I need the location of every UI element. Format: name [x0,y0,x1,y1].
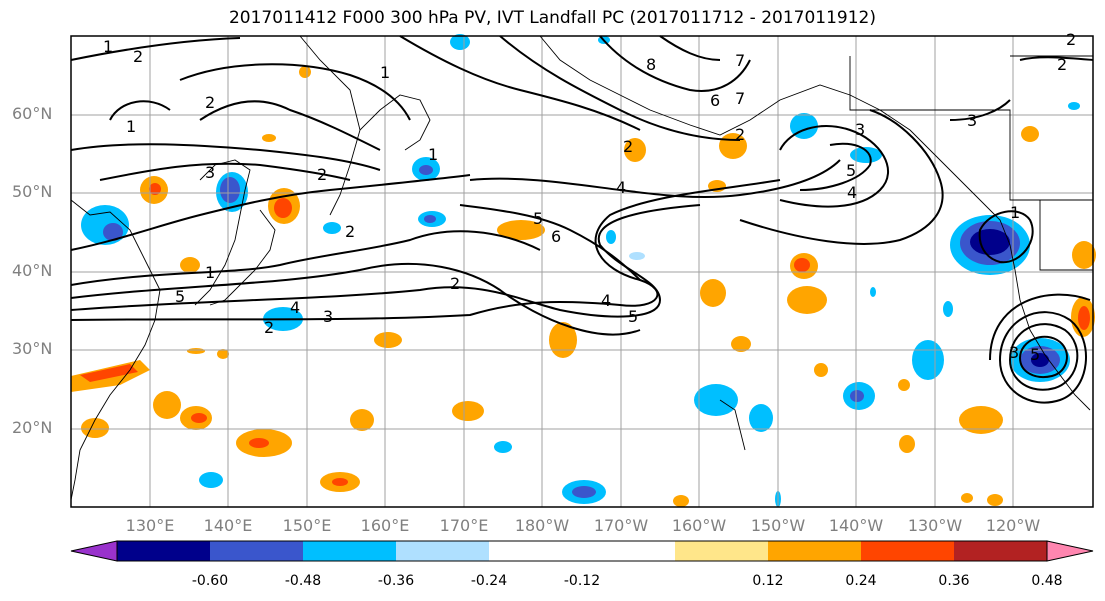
colorbar-extend-max [1046,540,1094,562]
colorbar-segment [396,541,489,561]
colorbar-tick-label: -0.12 [563,573,601,589]
colorbar-tick-label: 0.12 [752,573,784,589]
colorbar-extend-min [70,540,118,562]
contour-label: 3 [855,120,865,139]
contour-label: 1 [103,37,113,56]
lon-label: 120°W [985,516,1041,535]
graticule [71,36,1093,507]
contour-label: 5 [1030,345,1040,364]
colorbar-outline [116,540,1048,562]
contour-label: 2 [623,137,633,156]
lat-label: 40°N [12,261,53,280]
contour-label: 1 [428,145,438,164]
colorbar-segment [675,541,768,561]
contour-label: 1 [205,263,215,282]
contour-labels: 1 2 2 1 3 2 2 1 5 4 2 3 2 5 6 4 5 4 2 8 … [103,30,1076,364]
contour-label: 6 [551,227,561,246]
contour-label: 5 [175,287,185,306]
contour-label: 2 [1057,55,1067,74]
contour-label: 6 [710,91,720,110]
colorbar-tick-label: 0.36 [938,573,970,589]
lat-label: 60°N [12,104,53,123]
contour-label: 4 [847,183,857,202]
contour-label: 2 [735,125,745,144]
contour-label: 3 [1009,343,1019,362]
contour-label: 2 [450,274,460,293]
lon-label: 130°W [907,516,963,535]
colorbar-segment [210,541,303,561]
contour-label: 3 [967,111,977,130]
contour-label: 4 [616,178,626,197]
colorbar-segment [303,541,396,561]
colorbar-tick-label: -0.60 [191,573,229,589]
lon-label: 170°E [439,516,489,535]
lon-label: 150°E [282,516,332,535]
contour-label: 5 [533,209,543,228]
map-frame [70,35,1094,508]
lon-label: 140°W [828,516,884,535]
colorbar-tick-label: 0.48 [1031,573,1063,589]
lon-label: 160°W [671,516,727,535]
ivt-contours [70,35,1094,404]
colorbar [70,540,1094,562]
colorbar-tick-label: 0.24 [845,573,877,589]
contour-label: 2 [264,318,274,337]
colorbar-tick-label: -0.36 [377,573,415,589]
contour-label: 2 [133,47,143,66]
contour-label: 1 [380,63,390,82]
contour-label: 4 [290,298,300,317]
lat-label: 20°N [12,418,53,437]
contour-label: 5 [846,161,856,180]
colorbar-segment [489,541,582,561]
contour-label: 2 [1066,30,1076,49]
colorbar-segment [582,541,675,561]
contour-label: 1 [1010,203,1020,222]
contour-label: 8 [646,55,656,74]
contour-label: 3 [205,163,215,182]
lon-label: 140°E [203,516,253,535]
colorbar-segment [954,541,1047,561]
lat-label: 30°N [12,339,53,358]
lat-label: 50°N [12,182,53,201]
colorbar-segment [768,541,861,561]
contour-label: 3 [323,307,333,326]
lon-label: 160°E [360,516,410,535]
lon-label: 170°W [593,516,649,535]
contour-label: 1 [126,117,136,136]
contour-label: 2 [317,165,327,184]
contour-label: 2 [345,222,355,241]
colorbar-segment [861,541,954,561]
contour-label: 4 [601,291,611,310]
lon-label: 150°W [750,516,806,535]
map-title: 2017011412 F000 300 hPa PV, IVT Landfall… [228,8,876,28]
contour-label: 5 [628,307,638,326]
contour-label: 7 [735,89,745,108]
lon-label: 180°W [514,516,570,535]
colorbar-tick-label: -0.24 [470,573,508,589]
contour-label: 2 [205,93,215,112]
colorbar-tick-label: -0.48 [284,573,322,589]
contour-label: 7 [735,51,745,70]
lon-label: 130°E [125,516,175,535]
colorbar-segment [117,541,210,561]
